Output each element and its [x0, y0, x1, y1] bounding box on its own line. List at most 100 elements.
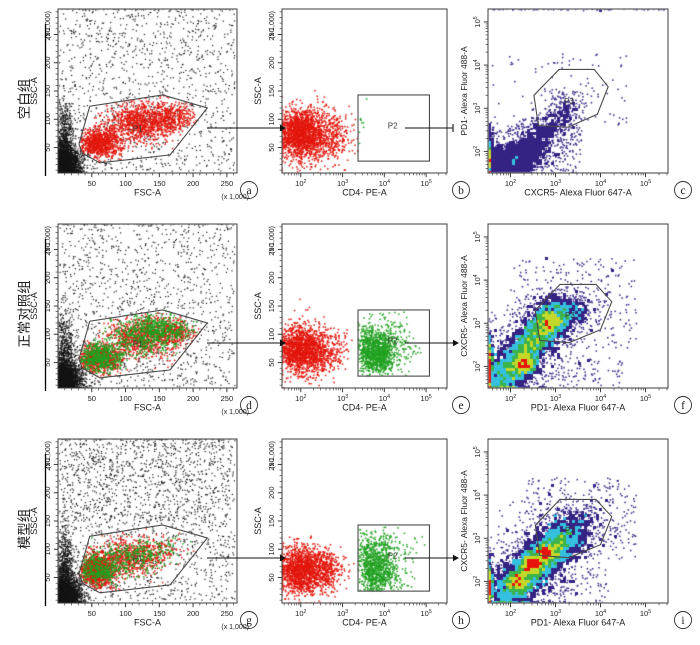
- gate-label-P1: P1: [133, 555, 143, 564]
- plot-frame: [57, 8, 238, 174]
- panel-letter-circle: [674, 396, 692, 414]
- y-tick-label: 250: [43, 458, 52, 471]
- y-tick-label: 102: [473, 361, 482, 372]
- panel-f: [483, 223, 692, 414]
- x-tick-label: 102: [505, 394, 516, 403]
- panel-letter-circle: [452, 611, 470, 629]
- gate-label-P3: P3: [565, 311, 575, 320]
- x-axis-unit: (x 1,000): [221, 409, 249, 416]
- y-tick-label: 105: [473, 446, 482, 457]
- x-tick-label: 102: [295, 394, 306, 403]
- y-tick-label: 200: [43, 56, 52, 69]
- y-tick-label: 250: [267, 243, 276, 256]
- plot-frame: [487, 8, 669, 174]
- x-axis-label: CD4- PE-A: [342, 618, 387, 628]
- x-tick-label: 150: [153, 394, 166, 403]
- x-tick-label: 102: [505, 609, 516, 618]
- y-axis-label: SSC-A: [253, 77, 263, 105]
- x-tick-label: 104: [379, 394, 390, 403]
- y-tick-label: 103: [473, 318, 482, 329]
- plot-frame: [281, 8, 448, 174]
- gate-label-P3: P3: [564, 97, 574, 106]
- x-axis-label: PD1- Alexa Fluor 647-A: [531, 618, 626, 628]
- y-tick-label: 150: [43, 300, 52, 313]
- panel-g: [53, 438, 258, 629]
- x-tick-label: 150: [153, 179, 166, 188]
- x-axis-label: CD4- PE-A: [342, 188, 387, 198]
- y-tick-label: 250: [267, 28, 276, 41]
- plot-frame: [281, 438, 448, 604]
- x-tick-label: 103: [550, 394, 561, 403]
- panel-letter: c: [680, 185, 685, 197]
- panel-letter-circle: [452, 181, 470, 199]
- x-tick-label: 104: [379, 179, 390, 188]
- y-axis-label: SSC-A: [29, 507, 39, 535]
- y-axis-label: CXCR5- Alexa Fluor 488-A: [459, 255, 469, 357]
- y-tick-label: 100: [267, 113, 276, 126]
- gate-P1: [78, 524, 209, 594]
- gate-P3: [534, 283, 613, 344]
- gate-P1: [78, 94, 209, 164]
- y-axis-label: SSC-A: [29, 77, 39, 105]
- gate-label-P1: P1: [133, 125, 143, 134]
- y-tick-label: 200: [267, 486, 276, 499]
- arrow-b-to-c: [405, 124, 454, 132]
- y-axis-label: SSC-A: [253, 292, 263, 320]
- panel-b: [277, 8, 470, 199]
- y-tick-label: 50: [43, 573, 52, 581]
- panel-letter: a: [246, 185, 251, 197]
- y-tick-label: 100: [43, 113, 52, 126]
- plot-frame: [57, 438, 238, 604]
- x-tick-label: 104: [595, 394, 606, 403]
- group-label: 正常对照组: [17, 280, 32, 348]
- y-axis-unit: (x 1,000): [269, 441, 276, 469]
- x-tick-label: 200: [187, 609, 200, 618]
- panel-letter: h: [458, 615, 464, 627]
- panel-d: [53, 223, 258, 414]
- y-tick-label: 150: [43, 515, 52, 528]
- y-tick-label: 50: [43, 358, 52, 366]
- x-tick-label: 103: [337, 179, 348, 188]
- x-tick-label: 105: [640, 609, 651, 618]
- y-tick-label: 50: [267, 143, 276, 151]
- panel-letter-circle: [674, 611, 692, 629]
- plot-frame: [487, 438, 669, 604]
- x-axis-unit: (x 1,000): [221, 194, 249, 201]
- y-tick-label: 100: [267, 543, 276, 556]
- y-axis-label: SSC-A: [29, 292, 39, 320]
- gate-P1: [78, 309, 209, 379]
- panel-letter: g: [246, 615, 252, 627]
- plot-frame: [487, 223, 669, 389]
- x-tick-label: 103: [337, 609, 348, 618]
- arrow-g-to-h: [207, 554, 286, 562]
- gate-P3: [534, 498, 613, 559]
- x-axis-label: CD4- PE-A: [342, 403, 387, 413]
- y-tick-label: 104: [473, 274, 482, 285]
- x-tick-label: 103: [550, 609, 561, 618]
- y-tick-label: 100: [43, 328, 52, 341]
- panel-letter-circle: [452, 396, 470, 414]
- y-tick-label: 104: [473, 489, 482, 500]
- gate-label-P2: P2: [388, 551, 398, 560]
- x-tick-label: 50: [88, 179, 96, 188]
- y-tick-label: 105: [473, 16, 482, 27]
- x-tick-label: 250: [221, 394, 234, 403]
- x-tick-label: 105: [420, 609, 431, 618]
- panel-letter: e: [458, 400, 463, 412]
- x-tick-label: 105: [420, 394, 431, 403]
- y-axis-unit: (x 1,000): [45, 441, 52, 469]
- panel-h: [277, 438, 470, 629]
- x-axis-label: FSC-A: [134, 188, 161, 198]
- panel-letter: f: [681, 400, 685, 412]
- y-tick-label: 150: [43, 85, 52, 98]
- y-tick-label: 50: [43, 143, 52, 151]
- group-label: 模型组: [17, 509, 32, 550]
- plot-frame: [57, 223, 238, 389]
- x-tick-label: 104: [379, 609, 390, 618]
- gate-label-P2: P2: [388, 336, 398, 345]
- x-tick-label: 105: [640, 179, 651, 188]
- y-tick-label: 250: [43, 243, 52, 256]
